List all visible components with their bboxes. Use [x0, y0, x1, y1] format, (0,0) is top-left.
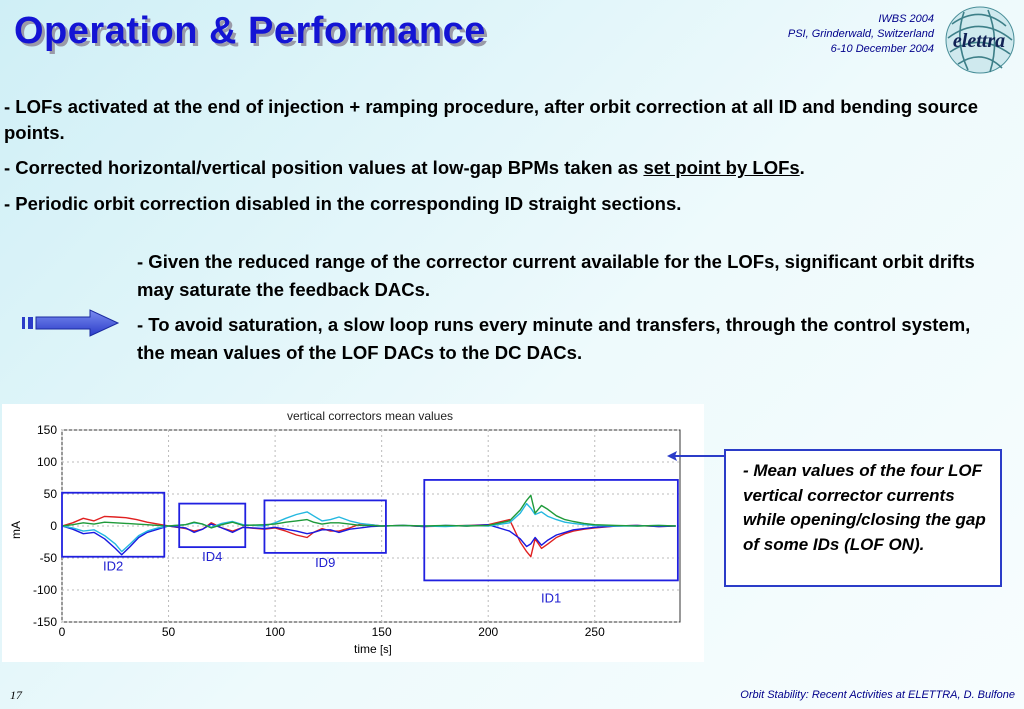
region-label-id2: ID2 [103, 559, 123, 574]
region-label-id4: ID4 [202, 549, 222, 564]
y-tick-label: 100 [37, 455, 57, 469]
chart-note: - Mean values of the four LOF vertical c… [724, 449, 1002, 587]
bullet-2-end: . [799, 157, 805, 178]
region-box-id9 [263, 499, 387, 554]
bullet-3: - Periodic orbit correction disabled in … [4, 193, 682, 214]
region-box-id2 [61, 491, 166, 558]
y-tick-label: -100 [33, 583, 57, 597]
region-box-id4 [178, 502, 247, 549]
series-line-blue [61, 523, 676, 556]
set-point-link: set point by LOFs [643, 157, 800, 178]
bullet-2-text: - Corrected horizontal/vertical position… [4, 157, 644, 178]
conference-info: IWBS 2004 PSI, Grinderwald, Switzerland … [788, 12, 934, 57]
sub-point-1: - Given the reduced range of the correct… [137, 251, 975, 300]
x-axis-unit: [s] [380, 644, 392, 656]
pointer-arrow-icon [667, 451, 724, 461]
bullet-2: - Corrected horizontal/vertical position… [4, 155, 1022, 181]
y-tick-label: -50 [40, 551, 58, 565]
region-label-id9: ID9 [315, 555, 335, 570]
y-axis-label: mA [9, 521, 23, 539]
y-tick-label: -150 [33, 615, 57, 629]
x-tick-label: 250 [585, 625, 605, 639]
logo-text: elettra [953, 30, 1005, 52]
series-line-red [61, 515, 676, 558]
series-line-cyan [61, 502, 676, 553]
conference-name: IWBS 2004 [878, 13, 934, 25]
conference-location: PSI, Grinderwald, Switzerland [787, 28, 934, 40]
elettra-logo: elettra [945, 6, 1015, 74]
conference-dates: 6-10 December 2004 [830, 43, 934, 55]
bullet-list: - LOFs activated at the end of injection… [4, 94, 1022, 217]
chart-title: vertical correctors mean values [287, 409, 453, 423]
x-tick-label: 50 [162, 625, 176, 639]
slide-title: Operation & Performance [14, 10, 486, 52]
x-axis-label: time [s] [354, 642, 392, 656]
y-tick-label: 50 [44, 487, 58, 501]
series-line-green [61, 494, 676, 529]
sub-point-2: - To avoid saturation, a slow loop runs … [137, 314, 971, 363]
y-tick-label: 150 [37, 423, 57, 437]
corrector-chart: vertical correctors mean values mA time … [2, 404, 704, 662]
bullet-1: - LOFs activated at the end of injection… [4, 96, 978, 143]
footer-credit: Orbit Stability: Recent Activities at EL… [740, 689, 1015, 701]
x-tick-label: 0 [59, 625, 66, 639]
x-tick-label: 150 [372, 625, 392, 639]
x-tick-label: 100 [265, 625, 285, 639]
chart-svg: vertical correctors mean values mA time … [9, 409, 681, 656]
y-tick-label: 0 [50, 519, 57, 533]
region-label-id1: ID1 [541, 590, 561, 605]
slide-number: 17 [10, 688, 22, 702]
region-box-id1 [423, 479, 679, 582]
right-arrow-icon [22, 309, 120, 337]
x-tick-label: 200 [478, 625, 498, 639]
x-axis-label-text: time [354, 642, 377, 656]
